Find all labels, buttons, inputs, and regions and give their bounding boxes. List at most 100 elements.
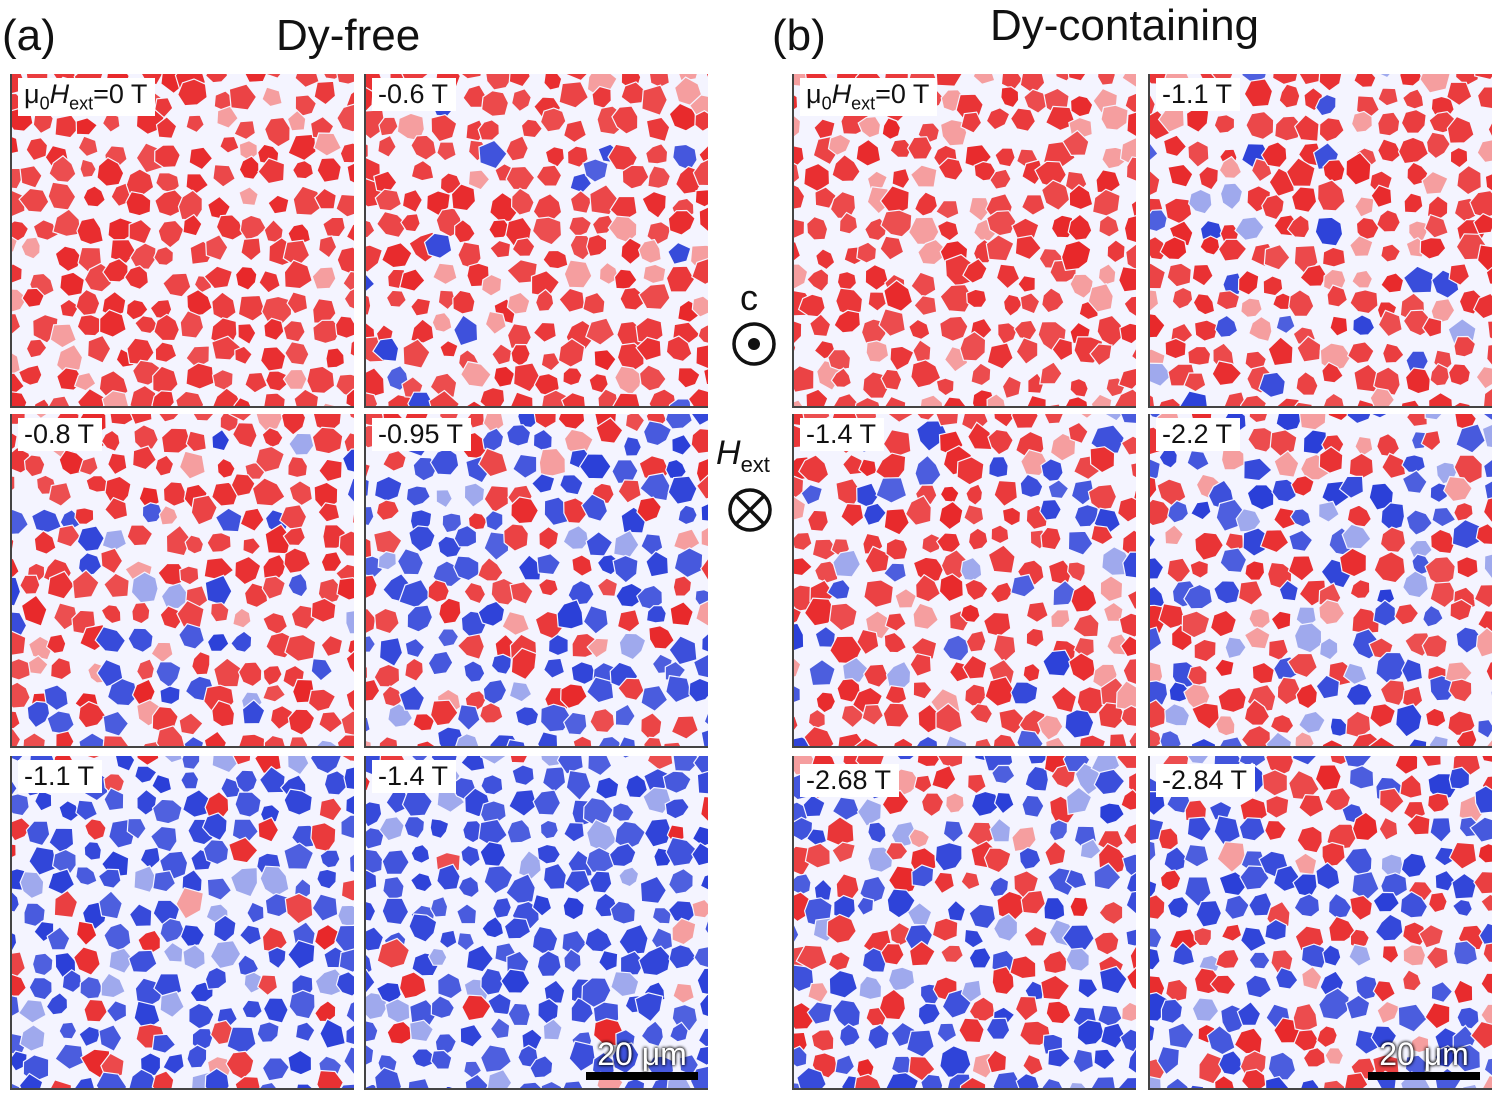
reversed-grain — [429, 895, 449, 918]
unreversed-grain — [827, 951, 852, 972]
unreversed-grain — [227, 836, 259, 864]
unreversed-grain — [1126, 589, 1136, 610]
reversed-grain — [346, 477, 354, 504]
reversed-grain — [814, 625, 837, 648]
reversed-grain — [204, 966, 228, 991]
reversed-grain — [856, 797, 883, 827]
reversed-grain — [1469, 816, 1492, 843]
reversed-grain — [856, 896, 875, 917]
reversed-grain — [178, 623, 206, 650]
unreversed-grain — [1209, 609, 1238, 638]
unreversed-grain — [151, 1070, 175, 1088]
unreversed-grain — [1402, 944, 1427, 967]
unreversed-grain — [1214, 948, 1240, 970]
reversed-grain — [1040, 458, 1064, 483]
unreversed-grain — [1378, 787, 1405, 815]
unreversed-grain — [607, 143, 639, 172]
unreversed-grain — [366, 739, 372, 746]
unreversed-grain — [373, 663, 401, 688]
unreversed-grain — [1321, 739, 1344, 746]
reversed-grain — [500, 968, 531, 994]
reversed-grain — [1068, 1081, 1087, 1088]
unreversed-grain — [49, 323, 78, 349]
cross-in-circle-icon — [728, 488, 772, 532]
reversed-grain — [453, 555, 480, 582]
reversed-grain — [95, 1071, 128, 1088]
unreversed-grain — [1394, 756, 1419, 776]
unreversed-grain — [54, 245, 82, 273]
unreversed-grain — [377, 134, 397, 158]
reversed-grain — [529, 1054, 554, 1079]
reversed-grain — [813, 878, 833, 901]
unreversed-grain — [663, 741, 682, 746]
unreversed-grain — [404, 657, 424, 682]
reversed-grain — [672, 756, 700, 773]
unreversed-grain — [855, 138, 882, 167]
reversed-grain — [378, 636, 404, 668]
reversed-grain — [547, 633, 569, 657]
unreversed-grain — [1240, 1068, 1267, 1088]
reversed-grain — [968, 946, 992, 969]
unreversed-grain — [1095, 169, 1122, 194]
unreversed-grain — [970, 362, 992, 387]
reversed-grain — [1292, 873, 1318, 898]
unreversed-grain — [920, 792, 945, 818]
reversed-grain — [806, 1001, 834, 1025]
unreversed-grain — [636, 496, 662, 523]
unreversed-grain — [1090, 524, 1115, 546]
reversed-grain — [1076, 1019, 1106, 1046]
unreversed-grain — [856, 628, 880, 656]
unreversed-grain — [1128, 771, 1136, 794]
reversed-grain — [366, 826, 386, 850]
unreversed-grain — [1406, 814, 1431, 836]
reversed-grain — [642, 420, 673, 447]
reversed-grain — [311, 893, 339, 922]
unreversed-grain — [1000, 86, 1020, 109]
reversed-grain — [563, 948, 582, 974]
reversed-grain — [1167, 1022, 1195, 1050]
unreversed-grain — [1473, 870, 1492, 895]
reversed-grain — [542, 1018, 563, 1041]
unreversed-grain — [506, 291, 531, 315]
unreversed-grain — [100, 429, 121, 453]
unreversed-grain — [1156, 478, 1187, 508]
unreversed-grain — [1476, 139, 1492, 164]
unreversed-grain — [794, 715, 799, 732]
unreversed-grain — [1243, 698, 1271, 726]
unreversed-grain — [312, 414, 342, 434]
reversed-grain — [30, 508, 63, 534]
reversed-grain — [1072, 1048, 1095, 1074]
unreversed-grain — [267, 194, 290, 215]
unreversed-grain — [938, 500, 964, 531]
unreversed-grain — [913, 295, 938, 317]
unreversed-grain — [1482, 497, 1492, 523]
unreversed-grain — [286, 109, 307, 132]
unreversed-grain — [1294, 401, 1313, 406]
unreversed-grain — [1481, 756, 1492, 764]
unreversed-grain — [794, 342, 797, 355]
unreversed-grain — [1051, 337, 1074, 362]
unreversed-grain — [1318, 116, 1345, 143]
unreversed-grain — [1119, 322, 1136, 345]
unreversed-grain — [428, 389, 461, 406]
reversed-grain — [436, 628, 460, 648]
unreversed-grain — [1237, 269, 1260, 296]
unreversed-grain — [985, 234, 1015, 262]
unreversed-grain — [985, 107, 1011, 131]
unreversed-grain — [85, 474, 109, 493]
unreversed-grain — [179, 565, 200, 586]
unreversed-grain — [992, 633, 1017, 664]
reversed-grain — [1422, 604, 1444, 628]
reversed-grain — [532, 428, 553, 452]
unreversed-grain — [986, 342, 1014, 370]
unreversed-grain — [345, 688, 354, 713]
unreversed-grain — [1346, 341, 1375, 365]
reversed-grain — [831, 999, 861, 1030]
unreversed-grain — [126, 337, 155, 366]
reversed-grain — [408, 525, 436, 553]
unreversed-grain — [1014, 234, 1043, 261]
reversed-grain — [1244, 974, 1273, 999]
unreversed-grain — [1120, 435, 1136, 456]
unreversed-grain — [643, 736, 663, 746]
unreversed-grain — [12, 372, 26, 397]
